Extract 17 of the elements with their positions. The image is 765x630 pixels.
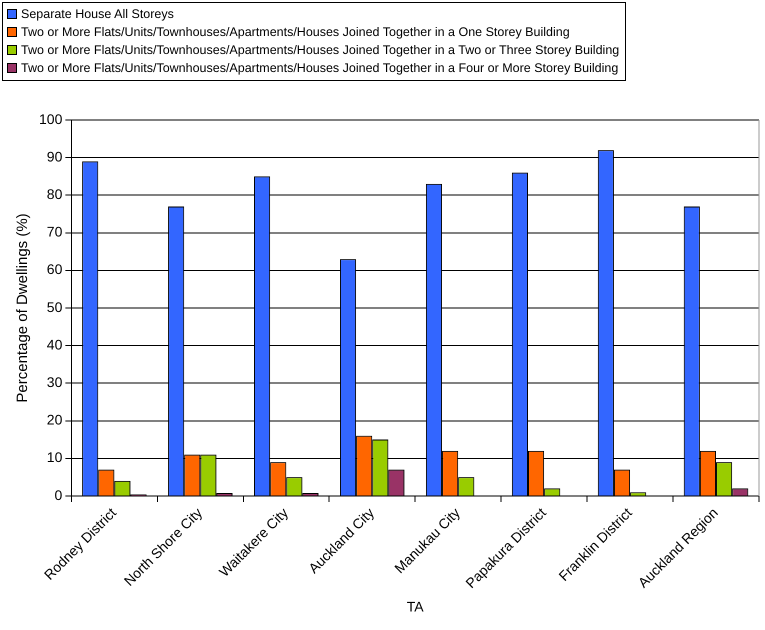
y-tick-label: 30: [46, 374, 63, 390]
y-tick-label: 70: [46, 224, 63, 240]
legend-label: Two or More Flats/Units/Townhouses/Apartments/Houses Joined Together in a One Storey Building: [21, 24, 570, 41]
y-tick-label: 60: [46, 261, 63, 278]
y-tick-label: 100: [39, 110, 63, 127]
legend-label: Separate House All Storeys: [21, 6, 174, 23]
y-tick-label: 40: [46, 336, 63, 352]
y-tick-label: 20: [46, 412, 63, 428]
y-tick-label: 90: [46, 148, 63, 164]
legend-label: Two or More Flats/Units/Townhouses/Apartments/Houses Joined Together in a Four or More Storey Building: [21, 60, 618, 77]
x-axis-title: TA: [406, 598, 424, 614]
y-tick-label: 10: [46, 449, 63, 466]
y-tick-label: 80: [46, 186, 63, 202]
legend-label: Two or More Flats/Units/Townhouses/Apartments/Houses Joined Together in a Two or Three Storey Building: [21, 42, 620, 59]
y-tick-label: 0: [54, 486, 63, 503]
y-axis-title: Percentage of Dwellings (%): [14, 213, 32, 403]
y-tick-label: 50: [46, 298, 63, 315]
